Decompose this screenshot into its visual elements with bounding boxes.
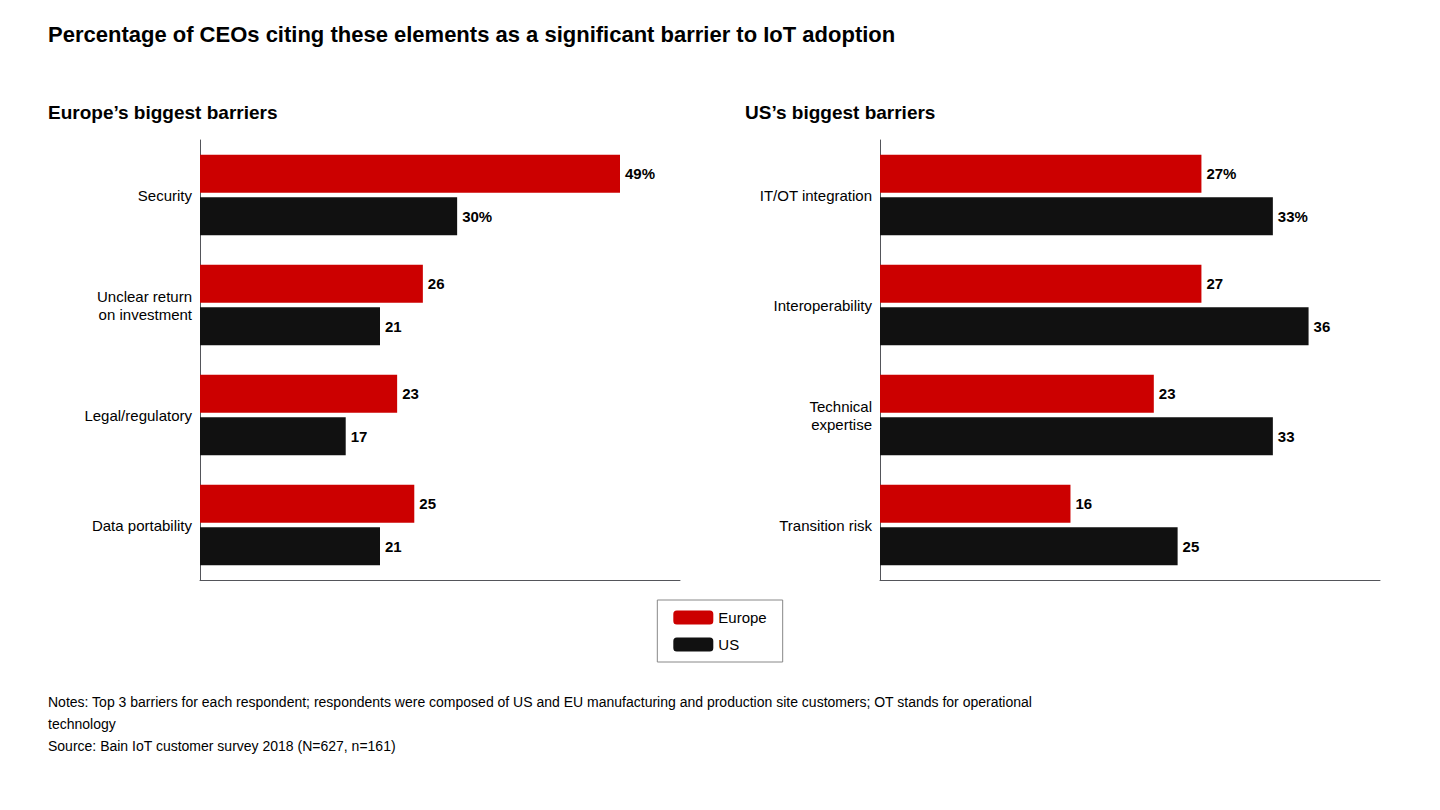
svg-text:expertise: expertise	[811, 416, 872, 433]
svg-text:Data portability: Data portability	[92, 517, 193, 534]
svg-text:33%: 33%	[1278, 208, 1308, 225]
svg-text:Legal/regulatory: Legal/regulatory	[84, 407, 192, 424]
svg-text:27%: 27%	[1206, 165, 1236, 182]
svg-text:IT/OT integration: IT/OT integration	[760, 187, 872, 204]
svg-text:23: 23	[1159, 385, 1176, 402]
svg-text:17: 17	[351, 428, 368, 445]
svg-text:27: 27	[1206, 275, 1223, 292]
svg-text:21: 21	[385, 538, 402, 555]
svg-text:technology: technology	[48, 716, 116, 732]
svg-text:Interoperability: Interoperability	[774, 297, 873, 314]
svg-text:16: 16	[1075, 495, 1092, 512]
svg-text:Europe’s biggest barriers: Europe’s biggest barriers	[48, 102, 277, 123]
svg-text:Notes: Top 3 barriers for each: Notes: Top 3 barriers for each responden…	[48, 694, 1032, 710]
svg-text:25: 25	[1183, 538, 1200, 555]
svg-text:23: 23	[402, 385, 419, 402]
svg-text:Source: Bain IoT customer surv: Source: Bain IoT customer survey 2018 (N…	[48, 738, 396, 754]
svg-text:US: US	[718, 636, 739, 653]
svg-text:Unclear return: Unclear return	[97, 288, 192, 305]
svg-text:Europe: Europe	[718, 609, 766, 626]
svg-text:Technical: Technical	[809, 398, 872, 415]
svg-text:Percentage of CEOs citing thes: Percentage of CEOs citing these elements…	[48, 22, 895, 47]
svg-text:36: 36	[1314, 318, 1331, 335]
svg-text:21: 21	[385, 318, 402, 335]
svg-text:Security: Security	[138, 187, 193, 204]
svg-text:33: 33	[1278, 428, 1295, 445]
svg-text:49%: 49%	[625, 165, 655, 182]
svg-text:26: 26	[428, 275, 445, 292]
svg-text:US’s biggest barriers: US’s biggest barriers	[745, 102, 935, 123]
svg-text:on investment: on investment	[99, 306, 193, 323]
svg-text:30%: 30%	[462, 208, 492, 225]
svg-text:Transition risk: Transition risk	[779, 517, 872, 534]
svg-text:25: 25	[419, 495, 436, 512]
